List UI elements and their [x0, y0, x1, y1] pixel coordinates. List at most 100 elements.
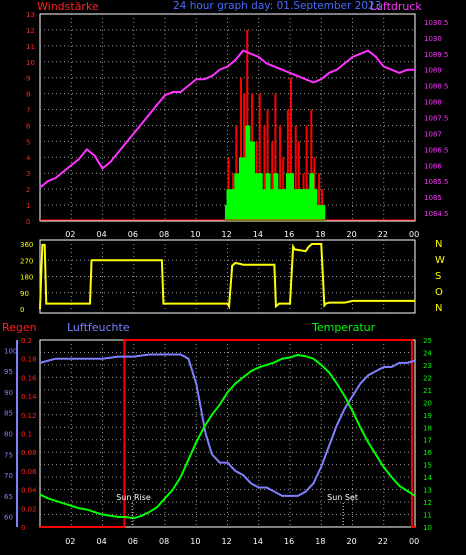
- temperature-line: [39, 353, 416, 520]
- wind-max-bar: [290, 77, 292, 221]
- wind-tick-label: 0: [26, 218, 30, 226]
- rain-tick-label: 0.18: [21, 356, 37, 364]
- pressure-tick-label: 1088: [424, 99, 442, 107]
- x-tick-label: 08: [159, 230, 169, 239]
- humidity-tick-label: 70: [4, 472, 13, 480]
- x-tick-label: 06: [128, 537, 138, 546]
- x-tick-label: 16: [284, 230, 294, 239]
- temperature-tick-label: 17: [423, 437, 432, 445]
- rain-tick-label: 0.2: [21, 337, 32, 345]
- wind-strength-label: Windstärke: [37, 0, 99, 13]
- wind-max-bar: [266, 109, 269, 221]
- rain-line: [40, 339, 415, 528]
- wind-avg-bar: [239, 157, 244, 221]
- wind-avg-bar: [257, 173, 263, 221]
- x-tick-label: 20: [347, 230, 357, 239]
- annotation-label: Sun Rise: [116, 493, 151, 502]
- wind-avg-bar: [320, 205, 326, 221]
- x-tick-label: 14: [253, 537, 263, 546]
- x-tick-label: 14: [253, 230, 263, 239]
- humidity-tick-label: 95: [4, 368, 13, 376]
- temperature-tick-label: 24: [423, 349, 432, 357]
- x-tick-label: 02: [65, 537, 75, 546]
- temperature-tick-label: 22: [423, 374, 432, 382]
- x-tick-label: 02: [65, 230, 75, 239]
- rain-tick-label: 0.14: [21, 393, 37, 401]
- wind-tick-label: 2: [26, 186, 30, 194]
- wind-max-bar: [279, 125, 282, 221]
- x-tick-label: 22: [378, 537, 388, 546]
- x-tick-label: 16: [284, 537, 294, 546]
- temperature-tick-label: 25: [423, 337, 432, 345]
- wind-avg-bar: [312, 189, 318, 221]
- rain-tick-label: 0.12: [21, 412, 37, 420]
- air-pressure-label: Luftdruck: [370, 0, 422, 13]
- humidity-tick-label: 90: [4, 389, 13, 397]
- pressure-tick-label: 1086.5: [424, 146, 449, 154]
- wind-max-bar: [305, 125, 308, 221]
- wind-tick-label: 6: [26, 122, 31, 130]
- compass-label: W: [435, 255, 445, 266]
- x-tick-label: 22: [378, 230, 388, 239]
- wind-tick-label: 11: [26, 43, 35, 51]
- rain-label: Regen: [2, 321, 37, 334]
- wind-tick-label: 10: [26, 59, 35, 67]
- wind-tick-label: 9: [26, 75, 30, 83]
- wind-avg-bar: [249, 141, 255, 221]
- temperature-tick-label: 14: [423, 474, 432, 482]
- pressure-tick-label: 1089.5: [424, 51, 449, 59]
- x-tick-label: 10: [190, 537, 200, 546]
- compass-label: N: [435, 303, 442, 314]
- direction-tick-label: 180: [20, 274, 33, 282]
- pressure-tick-label: 1085: [424, 194, 442, 202]
- rain-tick-label: 0.06: [21, 468, 37, 476]
- wind-max-bar: [310, 109, 313, 221]
- wind-max-bar: [297, 141, 300, 221]
- wind-max-bar: [263, 125, 266, 221]
- humidity-tick-label: 100: [4, 347, 17, 355]
- humidity-label: Luftfeuchte: [67, 321, 130, 334]
- humidity-line: [39, 353, 416, 497]
- temperature-tick-label: 16: [423, 449, 432, 457]
- wind-direction-chart: [39, 243, 415, 310]
- wind-avg-bar: [242, 157, 248, 221]
- compass-label: O: [435, 287, 443, 298]
- pressure-tick-label: 1087: [424, 130, 442, 138]
- wind-tick-label: 7: [26, 107, 30, 115]
- pressure-tick-label: 1087.5: [424, 115, 449, 123]
- wind-avg-bar: [317, 205, 323, 221]
- wind-max-bar: [294, 125, 297, 221]
- wind-tick-label: 12: [26, 27, 35, 35]
- wind-avg-bar: [281, 189, 287, 221]
- x-tick-label: 10: [190, 230, 200, 239]
- temperature-tick-label: 10: [423, 524, 432, 532]
- wind-max-bar: [318, 173, 321, 221]
- x-tick-label: 12: [222, 230, 232, 239]
- humidity-tick-label: 75: [4, 451, 13, 459]
- humidity-tick-label: 65: [4, 493, 13, 501]
- pressure-wind-chart: [39, 29, 415, 221]
- x-tick-label: 08: [159, 537, 169, 546]
- wind-avg-bar: [301, 189, 307, 221]
- annotation-label: Sun Set: [327, 493, 358, 502]
- pressure-tick-label: 1088.5: [424, 83, 449, 91]
- axis-labels: 0202040406060808101012121414161618182020…: [4, 11, 449, 546]
- wind-avg-bar: [304, 189, 310, 221]
- wind-max-bar: [271, 141, 274, 221]
- temperature-tick-label: 12: [423, 499, 432, 507]
- direction-tick-label: 270: [20, 257, 33, 265]
- wind-avg-bar: [245, 125, 251, 221]
- pressure-tick-label: 1085.5: [424, 178, 449, 186]
- wind-avg-bar: [270, 189, 276, 221]
- rain-tick-label: 0.1: [21, 431, 32, 439]
- wind-tick-label: 3: [26, 170, 30, 178]
- temperature-tick-label: 15: [423, 462, 432, 470]
- x-tick-label: 12: [222, 537, 232, 546]
- temperature-label: Temperatur: [311, 321, 376, 334]
- wind-avg-bar: [285, 173, 291, 221]
- grid-lines: [39, 13, 416, 528]
- pressure-line: [39, 49, 415, 189]
- x-tick-label: 18: [315, 230, 325, 239]
- humidity-tick-label: 85: [4, 410, 13, 418]
